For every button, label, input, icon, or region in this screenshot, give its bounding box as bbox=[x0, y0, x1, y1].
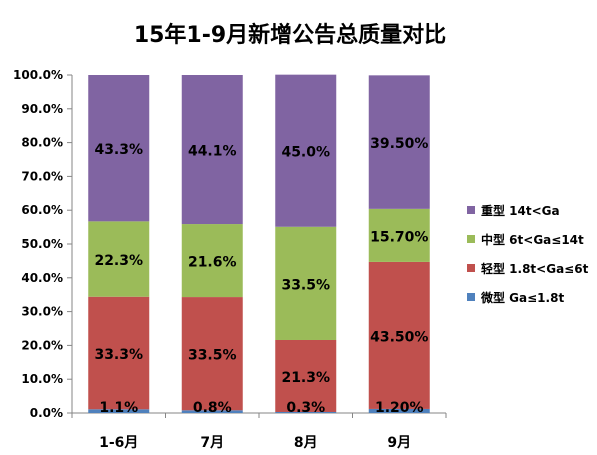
legend-label: 微型 Ga≤1.8t bbox=[480, 290, 564, 305]
legend-label: 中型 6t<Ga≤14t bbox=[481, 232, 584, 247]
bars-group bbox=[88, 74, 430, 413]
bar-data-label: 22.3% bbox=[94, 253, 143, 269]
y-tick-label: 80.0% bbox=[21, 136, 63, 150]
bar-segment bbox=[181, 297, 243, 411]
y-tick-label: 10.0% bbox=[21, 372, 63, 386]
y-tick-label: 30.0% bbox=[21, 305, 63, 319]
y-tick-label: 90.0% bbox=[21, 102, 63, 116]
bar-data-label: 0.3% bbox=[286, 400, 325, 416]
y-axis: 0.0% 10.0% 20.0% 30.0% 40.0% 50.0% 60.0% 70.0% 8… bbox=[13, 68, 73, 420]
bar-segment bbox=[368, 208, 430, 262]
y-tick-label: 100.0% bbox=[13, 68, 63, 82]
bar-data-label: 33.5% bbox=[281, 277, 330, 293]
y-tick-label: 70.0% bbox=[21, 169, 63, 183]
legend-swatch bbox=[467, 264, 475, 272]
y-tick-label: 50.0% bbox=[21, 237, 63, 251]
bar-segment bbox=[275, 226, 337, 340]
y-tick-label: 0.0% bbox=[30, 406, 63, 420]
chart-title: 15年1-9月新增公告总质量对比 bbox=[134, 22, 446, 48]
bar-data-label: 1.1% bbox=[99, 400, 138, 416]
bar-segment bbox=[181, 410, 243, 413]
bar-segment bbox=[181, 224, 243, 298]
legend: 重型 14t<Ga 中型 6t<Ga≤14t 轻型 1.8t<Ga≤6t 微型 Ga≤… bbox=[467, 203, 589, 305]
x-tick-label: 1-6月 bbox=[99, 435, 138, 451]
bar-data-label: 43.50% bbox=[370, 329, 428, 345]
bar-data-label: 21.6% bbox=[188, 255, 237, 271]
x-tick-label: 7月 bbox=[200, 435, 224, 451]
bar-data-label: 44.1% bbox=[188, 144, 237, 160]
legend-swatch bbox=[467, 206, 475, 214]
bar-segment bbox=[368, 408, 430, 413]
legend-swatch bbox=[467, 293, 475, 301]
bar-segment bbox=[181, 75, 243, 225]
bar-data-label: 21.3% bbox=[281, 370, 330, 386]
legend-label: 轻型 1.8t<Ga≤6t bbox=[481, 261, 589, 276]
bar-data-label: 33.5% bbox=[188, 348, 237, 364]
y-tick-label: 40.0% bbox=[21, 271, 63, 285]
bar-segment bbox=[275, 411, 337, 413]
bar-segment bbox=[368, 261, 430, 409]
y-tick-label: 60.0% bbox=[21, 203, 63, 217]
bar-labels-group: 1.1% 33.3% 22.3% 43.3% 0.8% 33.5% 21.6% 44.1% 0.… bbox=[94, 136, 428, 416]
bar-segment bbox=[88, 296, 150, 410]
bar-segment bbox=[275, 74, 337, 227]
bar-data-label: 39.50% bbox=[370, 136, 428, 152]
legend-swatch bbox=[467, 235, 475, 243]
x-tick-label: 8月 bbox=[294, 435, 318, 451]
x-tick-label: 9月 bbox=[387, 435, 411, 451]
bar-data-label: 15.70% bbox=[370, 229, 428, 245]
bar-data-label: 0.8% bbox=[193, 400, 232, 416]
x-axis: 1-6月 7月 8月 9月 bbox=[71, 412, 447, 451]
bar-segment bbox=[88, 221, 150, 297]
legend-label: 重型 14t<Ga bbox=[481, 203, 560, 218]
bar-segment bbox=[88, 409, 150, 413]
bar-segment bbox=[275, 339, 337, 412]
bar-data-label: 43.3% bbox=[94, 142, 143, 158]
bar-segment bbox=[88, 75, 150, 222]
y-tick-label: 20.0% bbox=[21, 338, 63, 352]
bar-data-label: 33.3% bbox=[94, 347, 143, 363]
bar-data-label: 1.20% bbox=[375, 400, 424, 416]
bar-data-label: 45.0% bbox=[281, 145, 330, 161]
bar-segment bbox=[368, 75, 430, 209]
